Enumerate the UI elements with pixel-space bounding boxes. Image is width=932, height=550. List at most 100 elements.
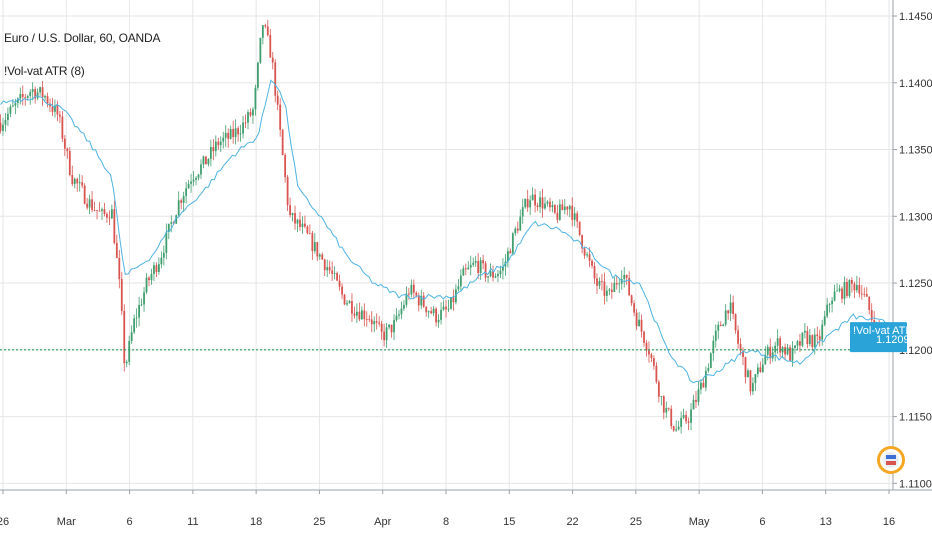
x-tick-label: Apr: [374, 516, 391, 528]
candle-body: [506, 251, 509, 262]
candle-body: [640, 319, 643, 332]
candle-body: [752, 383, 754, 392]
candle-body: [182, 196, 185, 203]
x-tick-label: Mar: [57, 516, 76, 528]
candle-body: [816, 334, 819, 337]
candle-body: [341, 286, 343, 295]
candle-body: [286, 177, 289, 206]
candle-body: [368, 319, 371, 321]
candle-body: [61, 116, 64, 139]
x-tick-label: 6: [759, 516, 765, 528]
candle-body: [11, 105, 14, 107]
candle-body: [398, 314, 400, 316]
candle-body: [56, 105, 59, 115]
candle-body: [685, 415, 687, 422]
candle-body: [51, 106, 54, 112]
candle-body: [289, 205, 291, 216]
candle-body: [308, 233, 311, 235]
candle-body: [462, 268, 465, 276]
candle-body: [529, 200, 532, 208]
candle-body: [801, 332, 804, 346]
candle-body: [650, 354, 653, 359]
candle-body: [660, 396, 663, 398]
candle-body: [544, 203, 546, 209]
candle-body: [499, 270, 502, 275]
candle-body: [232, 128, 235, 138]
candle-body: [331, 270, 334, 274]
candle-body: [375, 321, 378, 323]
candle-body: [343, 294, 346, 305]
candle-body: [509, 251, 512, 254]
candle-body: [583, 248, 586, 256]
candle-body: [148, 277, 150, 281]
vertical-grid: [2, 0, 890, 490]
candle-body: [264, 25, 267, 27]
candle-body: [162, 252, 165, 258]
candlestick-series: [0, 19, 890, 434]
candle-body: [531, 194, 534, 201]
x-tick-label: 15: [503, 516, 515, 528]
candle-body: [125, 361, 128, 364]
candle-body: [76, 178, 79, 184]
candle-body: [36, 92, 39, 99]
candle-body: [729, 302, 732, 314]
badge-icon[interactable]: [877, 446, 905, 474]
candle-body: [771, 352, 774, 359]
candle-body: [586, 254, 588, 256]
candle-body: [190, 181, 192, 184]
candle-body: [613, 282, 616, 292]
candle-body: [388, 324, 390, 328]
candle-body: [737, 330, 739, 344]
candle-body: [588, 254, 591, 261]
candle-body: [24, 97, 27, 98]
candle-body: [818, 336, 821, 340]
candle-body: [177, 200, 180, 216]
candle-body: [165, 231, 168, 253]
candle-body: [848, 279, 851, 296]
candle-body: [301, 223, 304, 228]
candle-body: [68, 151, 71, 175]
indicator-title[interactable]: !Vol-vat ATR (8): [4, 64, 85, 78]
candle-body: [796, 341, 799, 346]
candle-body: [833, 291, 836, 301]
candle-body: [103, 209, 106, 214]
candle-body: [118, 257, 121, 280]
candle-body: [672, 426, 675, 431]
candle-body: [370, 319, 373, 325]
candle-body: [91, 199, 93, 210]
candle-body: [482, 260, 485, 264]
x-tick-label: 22: [566, 516, 578, 528]
candle-body: [759, 367, 762, 372]
candle-body: [358, 311, 361, 320]
candle-body: [336, 273, 339, 281]
symbol-title[interactable]: Euro / U.S. Dollar, 60, OANDA: [4, 31, 161, 45]
candle-body: [539, 197, 541, 208]
price-axis[interactable]: 1.14500 1.14000 1.13500 1.13000 1.12500 1.120…: [893, 11, 932, 490]
candle-body: [519, 216, 522, 231]
candle-body: [576, 213, 579, 222]
candle-body: [756, 367, 759, 375]
candle-body: [185, 188, 188, 197]
candle-body: [46, 96, 49, 104]
candle-body: [81, 182, 84, 186]
candle-body: [690, 409, 692, 423]
candle-body: [821, 324, 824, 340]
candle-body: [425, 306, 428, 313]
candle-body: [78, 182, 81, 184]
candle-body: [2, 124, 4, 131]
candle-body: [521, 207, 524, 217]
candle-body: [86, 203, 89, 208]
candle-body: [338, 280, 341, 287]
candle-body: [511, 233, 514, 254]
candle-body: [26, 96, 29, 98]
time-axis[interactable]: 26 Mar 6 11 18 25 Apr 8 15 22 25 May 6 13 16: [0, 490, 895, 528]
candle-body: [868, 296, 871, 310]
candle-body: [556, 212, 559, 220]
candle-body: [442, 306, 445, 310]
y-tick-label: 1.13500: [899, 145, 932, 157]
candle-body: [383, 331, 386, 341]
candle-body: [596, 278, 598, 286]
candle-body: [247, 112, 249, 123]
candle-body: [417, 295, 420, 306]
